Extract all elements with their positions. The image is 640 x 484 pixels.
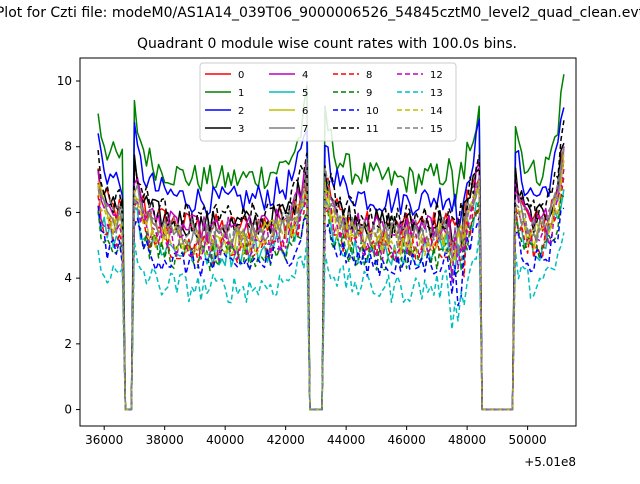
legend-label-15: 15 [430, 124, 443, 135]
series-line-15 [97, 158, 564, 411]
y-tick-label: 10 [57, 74, 72, 88]
series-line-2 [97, 107, 565, 411]
legend-label-5: 5 [302, 88, 308, 99]
chart-suptitle: Plot for Czti file: modeM0/AS1A14_039T06… [0, 5, 640, 21]
legend-label-7: 7 [302, 124, 308, 135]
series-line-11 [97, 120, 565, 411]
y-tick-label: 8 [64, 140, 72, 154]
legend-box [199, 62, 457, 142]
x-tick-label: 42000 [267, 433, 305, 447]
axes-frame [79, 57, 577, 427]
legend-label-4: 4 [302, 70, 308, 81]
y-tick-label: 2 [64, 337, 72, 351]
legend-label-14: 14 [430, 106, 443, 117]
plot-area [97, 74, 565, 411]
y-tick-label: 0 [64, 403, 72, 417]
series-line-12 [97, 168, 565, 411]
x-offset-label: +5.01e8 [524, 455, 576, 469]
x-tick-label: 36000 [85, 433, 123, 447]
x-tick-label: 38000 [146, 433, 184, 447]
legend-label-6: 6 [302, 106, 308, 117]
y-tick-label: 4 [64, 271, 72, 285]
legend-label-0: 0 [238, 70, 244, 81]
x-tick-label: 50000 [509, 433, 547, 447]
axes: 36000 38000 40000 42000 44000 46000 48000 50000… [57, 57, 577, 447]
legend-label-11: 11 [366, 124, 379, 135]
legend-label-2: 2 [238, 106, 244, 117]
x-tick-label: 46000 [388, 433, 426, 447]
series-line-14 [97, 152, 565, 411]
legend-label-1: 1 [238, 88, 244, 99]
x-tick-label: 44000 [327, 433, 365, 447]
x-tick-label: 48000 [448, 433, 486, 447]
series-line-13 [97, 232, 565, 411]
legend-label-8: 8 [366, 70, 372, 81]
legend-label-12: 12 [430, 70, 443, 81]
x-tick-label: 40000 [206, 433, 244, 447]
legend-label-10: 10 [366, 106, 379, 117]
y-tick-label: 6 [64, 205, 72, 219]
chart-title: Quadrant 0 module wise count rates with … [137, 36, 517, 52]
legend-label-9: 9 [366, 88, 372, 99]
legend-label-3: 3 [238, 124, 244, 135]
legend-label-13: 13 [430, 88, 443, 99]
